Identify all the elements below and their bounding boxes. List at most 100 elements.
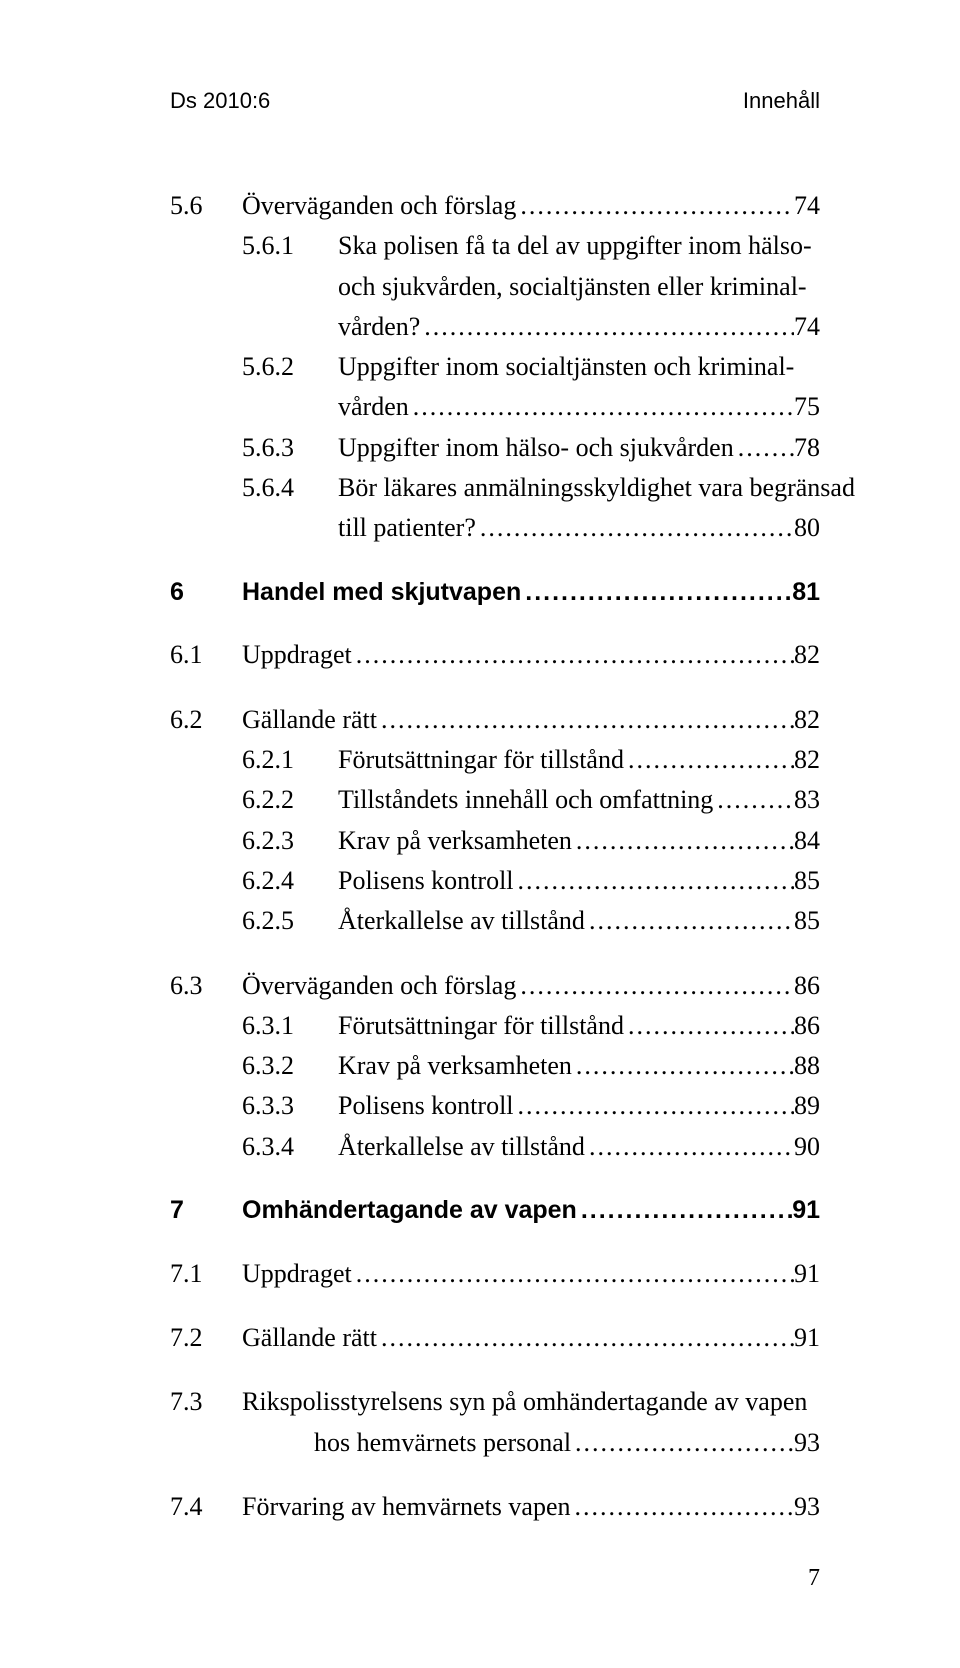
toc-entry-number: 6.2.2 (242, 780, 338, 820)
toc-entry-number: 7.4 (170, 1487, 242, 1527)
toc-leader: ........................................… (420, 307, 794, 347)
toc-gap (170, 942, 820, 966)
toc-entry-page: 86 (794, 966, 820, 1006)
toc-entry-number: 7.1 (170, 1254, 242, 1294)
toc-entry-label: Gällande rätt (242, 1318, 377, 1358)
toc-entry: 6.3.2Krav på verksamheten...............… (170, 1046, 820, 1086)
toc-entry-page: 93 (794, 1487, 820, 1527)
toc-entry: 6.3.1Förutsättningar för tillstånd......… (170, 1006, 820, 1046)
table-of-contents: 5.6Överväganden och förslag.............… (170, 186, 820, 1527)
toc-entry-label: till patienter? (338, 508, 476, 548)
toc-leader: ........................................… (572, 1046, 794, 1086)
toc-entry: 5.6.1Ska polisen få ta del av uppgifter … (170, 226, 820, 266)
header-left: Ds 2010:6 (170, 88, 270, 114)
toc-entry-page: 93 (794, 1423, 820, 1463)
toc-entry: 6.2.4Polisens kontroll..................… (170, 861, 820, 901)
toc-entry: vården..................................… (170, 387, 820, 427)
page-number: 7 (808, 1565, 820, 1592)
toc-entry: 5.6.2Uppgifter inom socialtjänsten och k… (170, 347, 820, 387)
toc-entry-number: 5.6.1 (242, 226, 338, 266)
toc-entry: 5.6Överväganden och förslag.............… (170, 186, 820, 226)
toc-entry-label: Uppgifter inom hälso- och sjukvården (338, 428, 734, 468)
toc-entry-number: 5.6 (170, 186, 242, 226)
toc-leader: ........................................… (571, 1423, 794, 1463)
toc-entry-label: Polisens kontroll (338, 861, 514, 901)
toc-leader: ........................................… (577, 1191, 792, 1230)
toc-gap (170, 1358, 820, 1382)
toc-entry-number: 6.2 (170, 700, 242, 740)
page-header: Ds 2010:6 Innehåll (170, 88, 820, 114)
toc-entry-label: Uppdraget (242, 1254, 352, 1294)
toc-entry-number: 6.2.3 (242, 821, 338, 861)
toc-entry: 5.6.4Bör läkares anmälningsskyldighet va… (170, 468, 820, 508)
toc-entry-page: 82 (794, 740, 820, 780)
toc-entry: 6.3.3Polisens kontroll..................… (170, 1086, 820, 1126)
toc-entry-label: Överväganden och förslag (242, 966, 516, 1006)
toc-entry-label: Förutsättningar för tillstånd (338, 1006, 624, 1046)
page: Ds 2010:6 Innehåll 5.6Överväganden och f… (0, 0, 960, 1668)
toc-leader: ........................................… (585, 1127, 794, 1167)
toc-entry-label: Polisens kontroll (338, 1086, 514, 1126)
toc-entry-page: 82 (794, 635, 820, 675)
toc-entry-label: Återkallelse av tillstånd (338, 1127, 585, 1167)
toc-entry-number: 5.6.3 (242, 428, 338, 468)
toc-leader: ........................................… (377, 1318, 794, 1358)
toc-leader: ........................................… (734, 428, 794, 468)
toc-entry-page: 75 (794, 387, 820, 427)
toc-entry-number: 6.2.5 (242, 901, 338, 941)
toc-entry-number: 5.6.2 (242, 347, 338, 387)
toc-entry-page: 91 (794, 1318, 820, 1358)
toc-entry: 6.2Gällande rätt........................… (170, 700, 820, 740)
toc-entry: 7.3Rikspolisstyrelsens syn på omhänderta… (170, 1382, 820, 1422)
toc-entry-label: Ska polisen få ta del av uppgifter inom … (338, 226, 812, 266)
toc-leader: ........................................… (516, 966, 794, 1006)
toc-gap (170, 1463, 820, 1487)
toc-entry: till patienter?.........................… (170, 508, 820, 548)
toc-entry-label: Omhändertagande av vapen (242, 1191, 577, 1230)
toc-entry-page: 89 (794, 1086, 820, 1126)
toc-leader: ........................................… (585, 901, 794, 941)
toc-entry-number: 7 (170, 1191, 242, 1230)
toc-entry-label: Överväganden och förslag (242, 186, 516, 226)
toc-entry-number: 6.3.2 (242, 1046, 338, 1086)
toc-entry-label: Förvaring av hemvärnets vapen (242, 1487, 571, 1527)
toc-entry-page: 85 (794, 861, 820, 901)
toc-entry-number: 7.2 (170, 1318, 242, 1358)
toc-entry-number: 6 (170, 573, 242, 612)
toc-entry-number: 7.3 (170, 1382, 242, 1422)
toc-entry-number: 6.2.1 (242, 740, 338, 780)
header-right: Innehåll (743, 88, 820, 114)
toc-entry-number: 6.3 (170, 966, 242, 1006)
toc-entry-page: 84 (794, 821, 820, 861)
toc-leader: ........................................… (516, 186, 794, 226)
toc-leader: ........................................… (521, 573, 792, 612)
toc-leader: ........................................… (624, 740, 794, 780)
toc-entry: hos hemvärnets personal.................… (170, 1423, 820, 1463)
toc-leader: ........................................… (476, 508, 794, 548)
toc-entry-page: 74 (794, 307, 820, 347)
toc-entry: 6.2.2Tillståndets innehåll och omfattnin… (170, 780, 820, 820)
toc-entry-page: 86 (794, 1006, 820, 1046)
toc-entry-label: och sjukvården, socialtjänsten eller kri… (338, 267, 807, 307)
toc-entry-label: Tillståndets innehåll och omfattning (338, 780, 713, 820)
toc-entry-label: Återkallelse av tillstånd (338, 901, 585, 941)
toc-entry-label: Handel med skjutvapen (242, 573, 521, 612)
toc-entry-label: Förutsättningar för tillstånd (338, 740, 624, 780)
toc-entry-page: 91 (794, 1254, 820, 1294)
toc-leader: ........................................… (624, 1006, 794, 1046)
toc-entry-page: 91 (792, 1191, 820, 1230)
toc-entry-page: 78 (794, 428, 820, 468)
toc-gap (170, 1167, 820, 1191)
toc-gap (170, 549, 820, 573)
toc-entry-label: hos hemvärnets personal (314, 1423, 571, 1463)
toc-entry: 5.6.3Uppgifter inom hälso- och sjukvårde… (170, 428, 820, 468)
toc-leader: ........................................… (377, 700, 794, 740)
toc-entry-label: Uppdraget (242, 635, 352, 675)
toc-entry-number: 6.2.4 (242, 861, 338, 901)
toc-gap (170, 611, 820, 635)
toc-entry-label: vården (338, 387, 409, 427)
toc-entry-page: 85 (794, 901, 820, 941)
toc-leader: ........................................… (352, 635, 794, 675)
toc-leader: ........................................… (571, 1487, 794, 1527)
toc-leader: ........................................… (352, 1254, 794, 1294)
